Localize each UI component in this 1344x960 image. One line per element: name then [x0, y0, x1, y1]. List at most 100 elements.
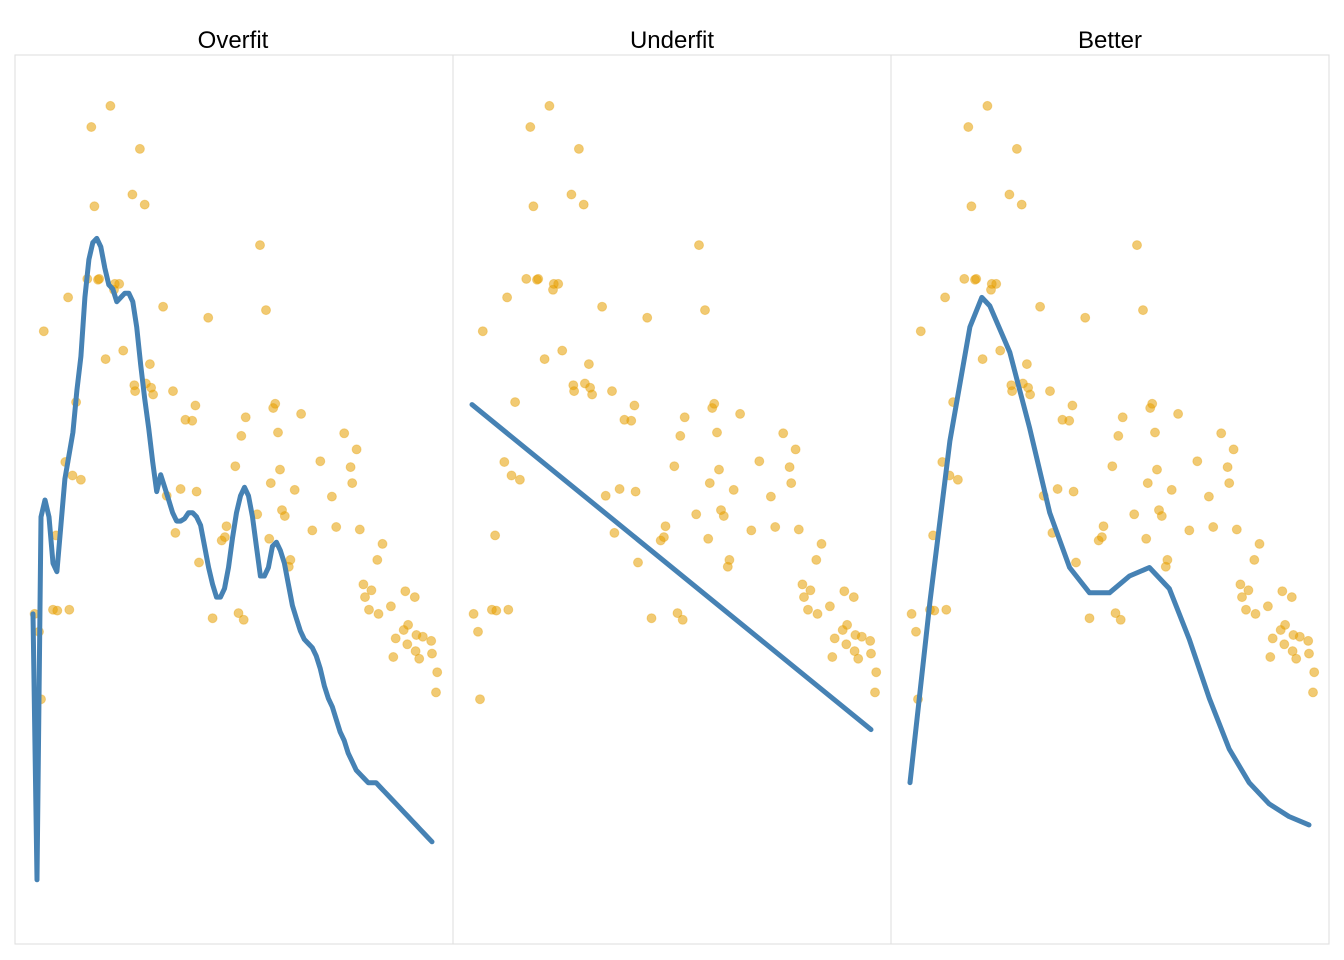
- data-point: [191, 486, 202, 497]
- data-point: [331, 522, 342, 532]
- data-point: [385, 601, 396, 612]
- data-point: [672, 608, 683, 619]
- data-point: [279, 511, 290, 521]
- data-point: [849, 646, 860, 657]
- data-point: [816, 538, 827, 549]
- data-point: [660, 521, 671, 532]
- data-point: [1287, 646, 1298, 657]
- facet-title-underfit: Underfit: [630, 27, 714, 54]
- data-point: [1011, 143, 1022, 154]
- data-point: [144, 359, 155, 370]
- data-point: [675, 430, 686, 441]
- data-point: [1308, 687, 1318, 698]
- data-point: [1117, 412, 1128, 423]
- data-point: [630, 486, 641, 497]
- data-point: [261, 305, 271, 316]
- data-point: [426, 635, 437, 646]
- data-point: [841, 639, 852, 650]
- data-point: [203, 312, 214, 323]
- data-point: [75, 474, 86, 485]
- data-point: [971, 273, 982, 284]
- plot-area-underfit: [468, 100, 882, 733]
- data-point: [148, 389, 159, 400]
- data-point: [718, 511, 729, 521]
- data-point: [633, 557, 643, 568]
- data-point: [351, 444, 362, 455]
- data-point: [265, 478, 276, 489]
- data-point: [390, 633, 401, 644]
- data-point: [514, 474, 525, 485]
- data-point: [275, 464, 285, 475]
- facet-overfit: Overfit: [14, 27, 454, 945]
- data-point: [578, 199, 589, 210]
- data-point: [236, 430, 247, 441]
- data-point: [168, 386, 178, 397]
- data-point: [170, 527, 181, 538]
- data-point: [410, 646, 421, 657]
- facet-title-overfit: Overfit: [198, 27, 269, 54]
- data-point: [105, 100, 116, 111]
- data-point: [1192, 456, 1203, 467]
- data-point: [691, 509, 702, 520]
- data-point: [746, 525, 757, 536]
- data-point: [403, 619, 414, 630]
- data-point: [1150, 427, 1160, 438]
- data-point: [240, 412, 251, 423]
- data-point: [754, 456, 765, 467]
- data-point: [525, 122, 536, 132]
- data-point: [1254, 538, 1265, 549]
- data-point: [626, 415, 637, 426]
- data-point: [569, 386, 580, 397]
- data-point: [915, 326, 926, 337]
- data-point: [296, 408, 307, 419]
- data-point: [941, 604, 952, 615]
- data-point: [790, 444, 801, 455]
- data-point: [238, 614, 249, 625]
- data-point: [679, 412, 690, 423]
- data-point: [1162, 554, 1173, 565]
- data-point: [1222, 462, 1233, 473]
- data-point: [966, 201, 977, 212]
- data-point: [38, 326, 49, 337]
- data-point: [230, 461, 241, 472]
- data-point: [539, 354, 550, 365]
- data-point: [677, 614, 688, 625]
- data-point: [533, 273, 544, 284]
- data-point: [827, 652, 838, 662]
- data-point: [372, 554, 383, 565]
- data-point: [521, 273, 532, 284]
- data-point: [1228, 444, 1239, 455]
- data-point: [388, 652, 399, 662]
- data-point: [856, 631, 867, 642]
- data-point: [139, 199, 150, 210]
- data-point: [911, 626, 921, 637]
- plot-area-overfit: [29, 100, 443, 883]
- data-point: [233, 608, 244, 619]
- data-point: [339, 428, 350, 439]
- data-point: [557, 345, 568, 356]
- data-point: [1142, 478, 1153, 489]
- data-point: [1231, 524, 1242, 535]
- data-point: [1025, 389, 1036, 400]
- data-point: [67, 470, 78, 481]
- data-point: [63, 292, 74, 303]
- data-point: [1004, 189, 1015, 200]
- data-point: [1262, 601, 1273, 612]
- data-point: [255, 240, 265, 251]
- data-point: [793, 524, 804, 535]
- data-point: [468, 608, 479, 619]
- data-point: [959, 273, 970, 284]
- data-point: [417, 631, 428, 642]
- data-point: [347, 478, 358, 489]
- data-point: [642, 312, 653, 323]
- data-point: [1265, 652, 1276, 662]
- data-point: [1156, 511, 1167, 521]
- data-point: [1115, 614, 1126, 625]
- data-point: [490, 530, 501, 541]
- data-point: [805, 585, 816, 596]
- data-point: [427, 648, 437, 659]
- data-point: [765, 491, 776, 502]
- data-point: [1138, 305, 1148, 316]
- data-point: [1203, 491, 1214, 502]
